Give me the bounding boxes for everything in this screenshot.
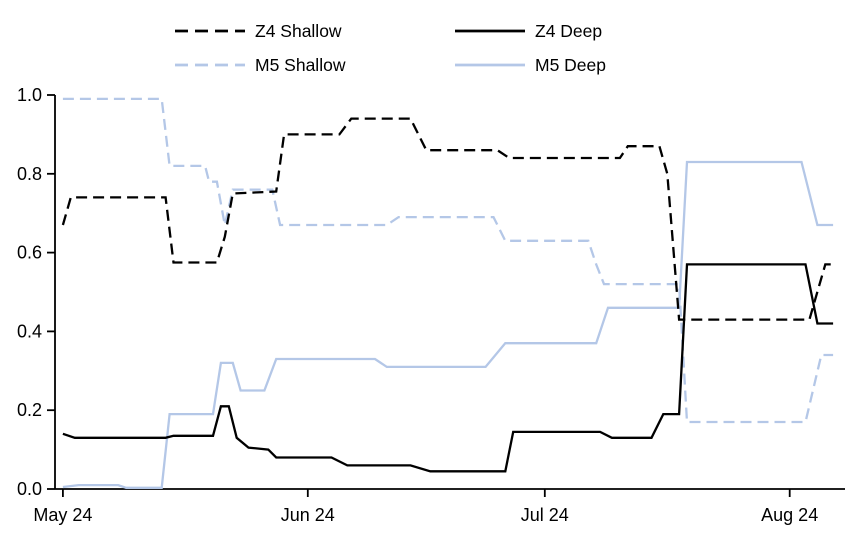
x-tick-label-aug-24: Aug 24 — [761, 505, 818, 525]
series-line-m5-deep — [62, 160, 834, 489]
legend-line-sample-m5-shallow — [175, 63, 245, 67]
y-tick-label-0-0: 0.0 — [17, 479, 42, 499]
legend-line-sample-z4-shallow — [175, 29, 245, 33]
legend-line-sample-m5-deep — [455, 63, 525, 67]
x-tick-label-may-24: May 24 — [33, 505, 92, 525]
y-tick-label-0-4: 0.4 — [17, 321, 42, 341]
series-line-z4-shallow — [61, 117, 834, 321]
x-tick-label-jun-24: Jun 24 — [281, 505, 335, 525]
legend-item-m5-deep: M5 Deep — [455, 55, 606, 75]
legend-item-m5-shallow: M5 Shallow — [175, 55, 345, 75]
series-line-z4-deep — [62, 263, 834, 473]
y-tick-label-0-8: 0.8 — [17, 164, 42, 184]
legend-label-m5-shallow: M5 Shallow — [255, 55, 346, 75]
x-tick-label-jul-24: Jul 24 — [521, 505, 569, 525]
legend-label-z4-shallow: Z4 Shallow — [255, 21, 342, 41]
legend-line-sample-z4-deep — [455, 29, 525, 33]
y-tick-label-1-0: 1.0 — [17, 85, 42, 105]
legend-label-z4-deep: Z4 Deep — [535, 21, 603, 41]
legend-item-z4-deep: Z4 Deep — [455, 21, 602, 41]
y-tick-label-0-2: 0.2 — [17, 400, 42, 420]
legend-label-m5-deep: M5 Deep — [535, 55, 607, 75]
series-line-m5-shallow — [62, 97, 834, 424]
legend-item-z4-shallow: Z4 Shallow — [175, 21, 342, 41]
y-tick-label-0-6: 0.6 — [17, 243, 42, 263]
